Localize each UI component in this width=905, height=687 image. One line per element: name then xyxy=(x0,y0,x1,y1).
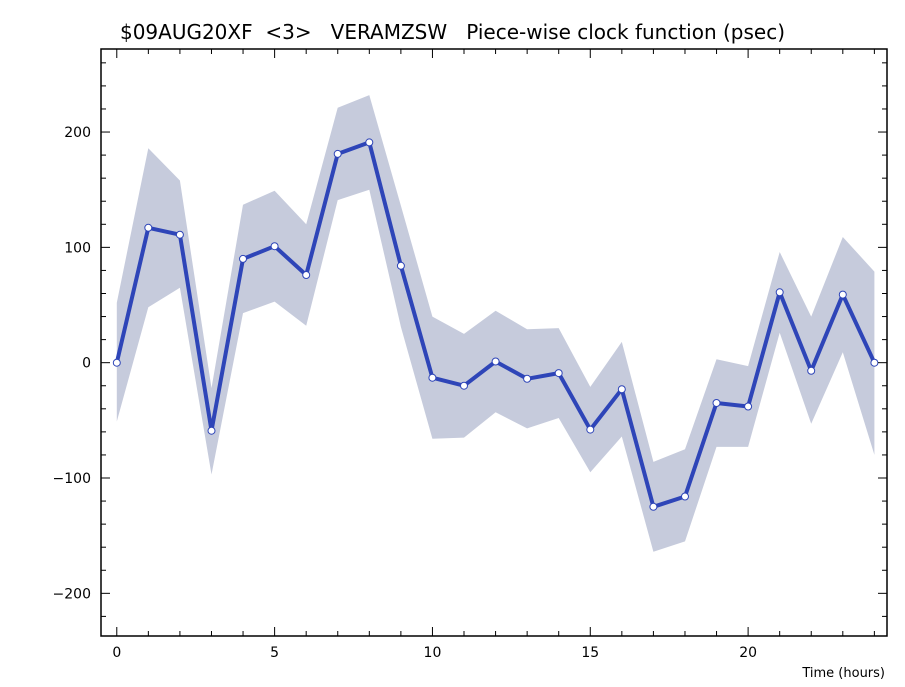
data-point xyxy=(396,261,405,270)
data-point xyxy=(460,381,468,390)
axes-layer xyxy=(100,48,888,637)
data-point xyxy=(870,358,879,367)
x-tick-label: 5 xyxy=(270,645,279,661)
data-point xyxy=(586,425,595,434)
data-point xyxy=(175,230,184,239)
y-tick-label: 200 xyxy=(64,125,91,141)
x-axis-label: Time (hours) xyxy=(802,666,885,681)
y-tick-label: 100 xyxy=(64,240,91,256)
data-point xyxy=(681,492,689,501)
data-point xyxy=(491,357,500,366)
y-tick-label: −200 xyxy=(53,586,91,602)
y-tick-label: 0 xyxy=(82,356,91,372)
data-point xyxy=(239,254,247,263)
data-point xyxy=(775,288,784,297)
data-point xyxy=(617,385,626,394)
data-point xyxy=(112,358,121,367)
data-point xyxy=(807,366,816,375)
data-point xyxy=(333,149,342,158)
data-point xyxy=(554,369,563,378)
data-point xyxy=(712,399,721,407)
data-point xyxy=(744,402,753,411)
data-points-layer xyxy=(112,138,879,511)
x-tick-label: 15 xyxy=(581,645,599,661)
x-tick-label: 20 xyxy=(739,645,757,661)
data-point xyxy=(270,242,279,251)
x-tick-label: 0 xyxy=(112,645,121,661)
data-point xyxy=(428,373,437,382)
data-point xyxy=(207,426,216,435)
tick-labels-layer: 0 5 10 15 20 −200 −100 0 100 200 xyxy=(53,125,757,661)
data-point xyxy=(365,138,374,147)
x-tick-label: 10 xyxy=(424,645,442,661)
data-point xyxy=(838,290,847,299)
y-tick-label: −100 xyxy=(53,471,91,487)
data-point xyxy=(144,223,153,232)
data-point xyxy=(302,271,311,279)
error-band-layer xyxy=(116,95,875,552)
plot-frame xyxy=(100,48,888,637)
data-point xyxy=(523,374,532,383)
error-band xyxy=(116,95,875,552)
data-point xyxy=(649,502,658,511)
chart-title: $09AUG20XF <3> VERAMZSW Piece-wise clock… xyxy=(119,20,786,44)
